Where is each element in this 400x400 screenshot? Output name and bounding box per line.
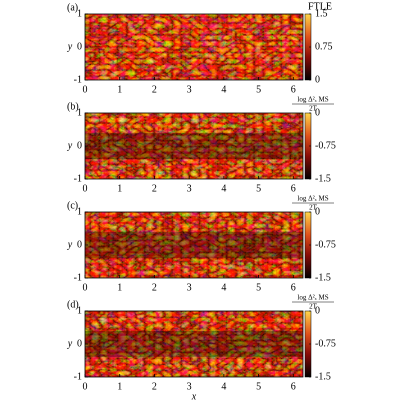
colorbar-label: FTLE: [308, 1, 332, 12]
colorbar-tick-label: 1.5: [315, 8, 328, 19]
x-tick-label: 0: [83, 84, 88, 95]
y-tick-label: -1: [74, 74, 82, 85]
colorbar-tick-label: -1.5: [315, 272, 331, 283]
colorbar-tick-label: 0: [315, 74, 320, 85]
x-tick-label: 3: [187, 282, 192, 293]
x-tick-label: 2: [152, 183, 157, 194]
y-tick-label: 0: [77, 41, 82, 52]
colorbar-label-numerator: log Δ²ₓ MS: [297, 294, 328, 302]
panel-label: (b): [67, 101, 79, 112]
field-texture: [85, 212, 303, 278]
dark-band: [85, 132, 303, 160]
x-tick-label: 0: [83, 183, 88, 194]
colorbar-label-denominator: 2T: [309, 303, 318, 311]
colorbar-tick-label: 0: [315, 107, 320, 118]
y-tick-label: 0: [77, 239, 82, 250]
dark-band: [85, 330, 303, 358]
y-tick-label: 0: [77, 338, 82, 349]
colorbar-tick-label: -1.5: [315, 173, 331, 184]
colorbar-label-denominator: 2T: [309, 204, 318, 212]
x-tick-label: 6: [291, 381, 296, 392]
y-tick-label: -1: [74, 272, 82, 283]
x-tick-label: 6: [291, 84, 296, 95]
colorbar-label-numerator: log Δ²ₓ MS: [297, 96, 328, 104]
y-axis-label: y: [67, 239, 73, 250]
x-axis-label: x: [191, 391, 197, 400]
field-texture: [85, 14, 303, 80]
x-tick-label: 4: [221, 183, 226, 194]
x-tick-label: 2: [152, 381, 157, 392]
x-tick-label: 6: [291, 183, 296, 194]
x-tick-label: 6: [291, 282, 296, 293]
field-texture: [85, 311, 303, 377]
x-tick-label: 3: [187, 183, 192, 194]
x-tick-label: 0: [83, 282, 88, 293]
y-axis-label: y: [67, 140, 73, 151]
dark-band: [85, 231, 303, 259]
x-tick-label: 4: [221, 84, 226, 95]
y-tick-label: -1: [74, 371, 82, 382]
x-tick-label: 3: [187, 84, 192, 95]
colorbar-tick-label: -0.75: [315, 338, 336, 349]
x-tick-label: 5: [256, 381, 261, 392]
x-tick-label: 1: [117, 183, 122, 194]
y-tick-label: 1: [77, 206, 82, 217]
x-tick-label: 4: [221, 282, 226, 293]
x-tick-label: 2: [152, 282, 157, 293]
x-tick-label: 2: [152, 84, 157, 95]
y-tick-label: 1: [77, 305, 82, 316]
panel-label: (a): [67, 2, 78, 13]
colorbar-tick-label: -1.5: [315, 371, 331, 382]
x-tick-label: 4: [221, 381, 226, 392]
y-axis-label: y: [67, 41, 73, 52]
x-tick-label: 3: [187, 381, 192, 392]
y-tick-label: 1: [77, 107, 82, 118]
colorbar-tick-label: 0: [315, 305, 320, 316]
colorbar-label-numerator: log Δ²ₓ MS: [297, 195, 328, 203]
x-tick-label: 1: [117, 84, 122, 95]
y-axis-label: y: [67, 338, 73, 349]
colorbar-label-denominator: 2T: [309, 105, 318, 113]
colorbar-tick-label: -0.75: [315, 239, 336, 250]
x-tick-label: 5: [256, 282, 261, 293]
x-tick-label: 1: [117, 381, 122, 392]
y-tick-label: 0: [77, 140, 82, 151]
colorbar-tick-label: 0.75: [315, 41, 333, 52]
colorbar-tick-label: -0.75: [315, 140, 336, 151]
field-texture: [85, 113, 303, 179]
panel-label: (d): [67, 299, 79, 310]
x-tick-label: 1: [117, 282, 122, 293]
colorbar-tick-label: 0: [315, 206, 320, 217]
x-tick-label: 0: [83, 381, 88, 392]
panel-label: (c): [67, 200, 78, 211]
x-tick-label: 5: [256, 84, 261, 95]
y-tick-label: -1: [74, 173, 82, 184]
y-tick-label: 1: [77, 8, 82, 19]
x-tick-label: 5: [256, 183, 261, 194]
